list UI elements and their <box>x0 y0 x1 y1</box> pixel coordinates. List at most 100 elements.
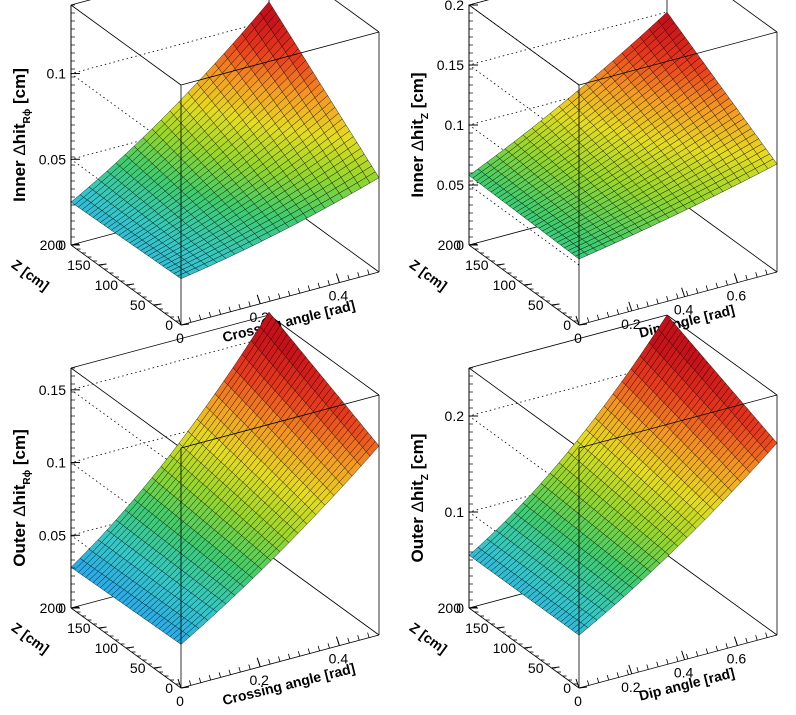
z-title-main: hit <box>10 484 29 505</box>
x-minor-tick <box>765 632 768 638</box>
x-minor-tick <box>636 303 639 310</box>
surface-mesh <box>70 311 380 645</box>
surface-cell <box>366 171 380 184</box>
x-minor-tick <box>725 280 728 286</box>
y-tick <box>578 686 588 689</box>
box-edge <box>578 31 778 86</box>
x-minor-tick <box>268 296 271 302</box>
z-tick-label: 0.1 <box>445 117 465 133</box>
x-minor-tick <box>587 680 590 686</box>
y-tick-label: 0 <box>563 680 571 696</box>
z-tick-label: 0.1 <box>47 66 67 82</box>
y-axis-title: Z [cm] <box>407 256 450 294</box>
z-tick-label: 0.15 <box>39 382 66 398</box>
y-tick <box>180 323 190 326</box>
y-tick-label: 0 <box>165 680 173 696</box>
box-edge <box>180 394 380 449</box>
x-tick-label: 0.4 <box>329 651 349 667</box>
z-title-suffix: [cm] <box>408 434 427 475</box>
x-minor-tick <box>258 661 261 667</box>
x-minor-tick <box>715 282 718 289</box>
x-tick-label: 0.2 <box>621 679 641 695</box>
x-minor-tick <box>695 651 699 657</box>
x-tick-label: 0.2 <box>249 672 269 688</box>
z-axis-title: Inner ΔhitRϕ [cm] <box>10 68 33 202</box>
box-edge <box>70 314 270 369</box>
x-minor-tick <box>656 298 659 304</box>
box-edge <box>468 314 668 369</box>
x-minor-tick <box>755 272 758 278</box>
z-title-delta: Δ <box>10 505 29 516</box>
z-tick-label: 0 <box>456 237 464 253</box>
x-minor-tick <box>606 311 610 318</box>
x-minor-tick <box>337 640 340 646</box>
x-tick-label: 0 <box>574 693 582 709</box>
x-minor-tick <box>735 277 738 283</box>
y-tick-label: 50 <box>528 297 544 313</box>
box-edge <box>70 4 182 86</box>
z-title-prefix: Inner <box>408 151 427 197</box>
y-axis-title: Z [cm] <box>407 619 450 657</box>
z-tick-label: 0.15 <box>437 57 464 73</box>
x-minor-tick <box>367 269 370 275</box>
z-tick-label: 0 <box>58 600 66 616</box>
x-tick-label: 0.4 <box>329 288 349 304</box>
z-axis-title: Outer ΔhitRϕ [cm] <box>10 429 33 567</box>
y-axis-title: Z [cm] <box>9 619 52 657</box>
y-tick-label: 200 <box>40 600 64 616</box>
z-title-sub: Z <box>420 474 431 480</box>
x-minor-tick <box>218 672 221 678</box>
z-title-sub: Rϕ <box>22 108 33 123</box>
z-tick-label: 0.2 <box>445 408 465 424</box>
x-minor-tick <box>596 314 600 320</box>
x-minor-tick <box>666 296 669 302</box>
x-minor-tick <box>297 288 301 294</box>
y-axis-title: Z [cm] <box>9 256 52 294</box>
y-tick-label: 150 <box>465 257 489 273</box>
x-tick <box>628 301 633 312</box>
z-tick-label: 0.05 <box>437 177 464 193</box>
y-tick-label: 100 <box>95 277 119 293</box>
y-tick-label: 50 <box>528 660 544 676</box>
z-title-sub: Z <box>420 113 431 119</box>
x-minor-tick <box>337 277 340 283</box>
x-minor-tick <box>357 272 360 278</box>
x-minor-tick <box>238 666 241 673</box>
x-minor-tick <box>745 637 748 644</box>
x-minor-tick <box>666 659 669 665</box>
z-axis-title: Inner ΔhitZ [cm] <box>408 72 431 197</box>
z-axis-title: Outer ΔhitZ [cm] <box>408 434 431 563</box>
x-axis-title: Crossing angle [rad] <box>221 660 357 708</box>
x-tick-label: 0.6 <box>727 288 747 304</box>
box-edge <box>70 0 92 6</box>
z-title-prefix: Outer <box>10 517 29 567</box>
surface-mesh <box>70 1 380 279</box>
x-minor-tick <box>676 656 679 662</box>
x-tick-label: 0 <box>176 330 184 346</box>
x-minor-tick <box>755 635 758 641</box>
surface-cell <box>764 158 778 169</box>
x-minor-tick <box>278 656 281 662</box>
x-minor-tick <box>626 306 629 312</box>
y-tick <box>180 686 190 689</box>
box-edge <box>578 394 778 449</box>
x-minor-tick <box>715 645 718 652</box>
z-title-main: hit <box>10 123 29 144</box>
x-minor-tick <box>676 293 679 299</box>
x-minor-tick <box>198 677 202 683</box>
z-title-suffix: [cm] <box>10 429 29 470</box>
z-tick-label: 0.05 <box>39 527 66 543</box>
x-minor-tick <box>228 306 231 312</box>
x-minor-tick <box>765 269 768 275</box>
x-minor-tick <box>327 280 330 286</box>
x-tick-label: 0 <box>176 693 184 709</box>
x-minor-tick <box>317 282 320 289</box>
x-minor-tick <box>646 664 649 670</box>
x-tick-label: 0.2 <box>621 316 641 332</box>
y-tick-label: 0 <box>563 317 571 333</box>
x-minor-tick <box>705 648 709 654</box>
